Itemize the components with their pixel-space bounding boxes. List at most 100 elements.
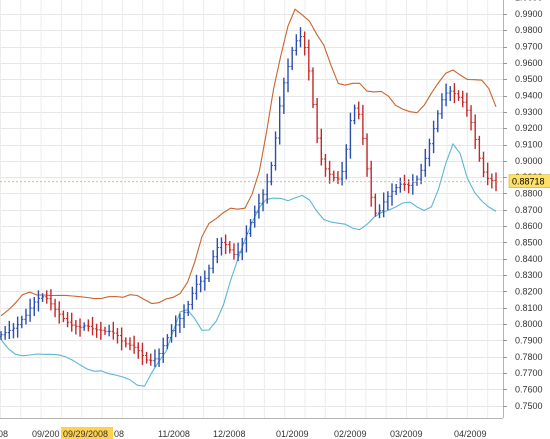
price-bar — [290, 46, 294, 71]
price-bar — [115, 328, 120, 344]
y-tick-label: 0.7500 — [515, 401, 543, 411]
price-bar — [444, 83, 448, 107]
price-bar — [298, 27, 303, 48]
price-bar — [348, 112, 353, 159]
price-bar — [340, 161, 344, 186]
x-tick-label: 01/2009 — [276, 429, 309, 439]
price-bar — [86, 319, 90, 332]
price-bar — [486, 162, 490, 186]
y-tick-label: 0.9100 — [515, 140, 543, 150]
price-bar — [278, 96, 282, 145]
price-bar — [24, 308, 28, 325]
price-bar — [269, 161, 273, 186]
price-bar — [124, 337, 128, 348]
price-bar — [328, 160, 332, 184]
price-bar — [49, 289, 53, 311]
price-bar — [344, 144, 348, 180]
price-bar — [70, 312, 74, 332]
price-bar — [352, 104, 357, 125]
price-bar — [456, 90, 461, 101]
last-price-box — [508, 174, 550, 188]
price-bar — [219, 237, 224, 256]
price-bar — [99, 321, 103, 340]
last-price-value: 0.88718 — [512, 177, 545, 187]
y-tick-label: 0.8200 — [515, 286, 543, 296]
price-bar — [419, 163, 423, 185]
bollinger-bands — [0, 8, 497, 387]
price-bar — [157, 348, 161, 367]
price-bar — [90, 316, 95, 336]
price-bar — [294, 34, 298, 56]
y-tick-label: 0.9300 — [515, 107, 543, 117]
y-tick-label: 0.7900 — [515, 335, 543, 345]
price-bar — [465, 92, 469, 117]
price-bar — [111, 321, 115, 340]
price-bar — [411, 174, 415, 195]
price-bar — [7, 320, 11, 340]
y-tick-label: 0.8300 — [515, 270, 543, 280]
y-tick-label: 0.8400 — [515, 254, 543, 264]
price-bar — [153, 349, 157, 368]
price-bar — [3, 326, 7, 340]
price-bar — [244, 225, 249, 253]
price-bar — [65, 312, 70, 328]
date-highlight: 09/29/2008 — [61, 427, 113, 439]
last-price-label: 0.88718 — [508, 174, 550, 188]
x-tick-label: 02/2009 — [334, 429, 367, 439]
x-tick-label: 11/2008 — [158, 429, 190, 439]
price-bar — [140, 342, 145, 365]
price-bar — [481, 151, 486, 178]
lower-band-line — [0, 142, 497, 387]
price-bar — [45, 290, 49, 304]
price-bar — [224, 234, 228, 255]
price-bar — [53, 298, 57, 318]
price-bar — [11, 323, 16, 339]
price-bar — [361, 104, 365, 145]
price-bar — [257, 193, 261, 219]
price-bar — [386, 191, 390, 210]
y-tick-label: 0.7700 — [515, 368, 543, 378]
price-bar — [95, 323, 99, 338]
price-bar — [120, 327, 124, 351]
price-bar — [190, 286, 194, 310]
price-bar — [207, 264, 211, 282]
price-bar — [174, 315, 178, 338]
price-bar — [461, 90, 465, 108]
price-bar — [415, 175, 419, 186]
y-tick-label: 0.8000 — [515, 319, 543, 329]
price-bar — [315, 97, 319, 144]
price-bar — [128, 337, 132, 351]
price-bar — [165, 334, 169, 350]
price-bar — [16, 316, 20, 338]
x-tick-label: 04/2009 — [454, 429, 487, 439]
price-bar — [469, 105, 473, 131]
price-bar — [178, 313, 182, 333]
price-bar — [394, 184, 398, 195]
price-bar — [477, 135, 481, 162]
y-tick-label: 0.8500 — [515, 237, 543, 247]
price-bar — [0, 331, 3, 340]
gridlines — [0, 0, 503, 418]
price-bar — [373, 193, 377, 217]
price-bars — [0, 27, 498, 368]
price-bar — [132, 335, 136, 354]
price-bar — [253, 205, 257, 228]
y-tick-label: 0.8600 — [515, 221, 543, 231]
price-bar — [40, 293, 45, 302]
y-tick-label: 0.9200 — [515, 123, 543, 133]
price-bar — [452, 83, 457, 104]
price-bar — [232, 243, 236, 260]
price-bar — [107, 324, 111, 337]
price-bar — [398, 177, 402, 193]
price-bar — [282, 77, 286, 114]
price-bar — [211, 250, 215, 274]
price-bar — [390, 183, 394, 206]
price-bar — [448, 86, 452, 102]
price-bar — [273, 131, 278, 171]
price-bar — [236, 242, 240, 262]
y-tick-label: 0.8700 — [515, 205, 543, 215]
price-bar — [332, 170, 336, 182]
y-tick-label: 0.9600 — [515, 58, 543, 68]
price-bar — [32, 297, 36, 317]
y-tick-label: 0.9500 — [515, 74, 543, 84]
